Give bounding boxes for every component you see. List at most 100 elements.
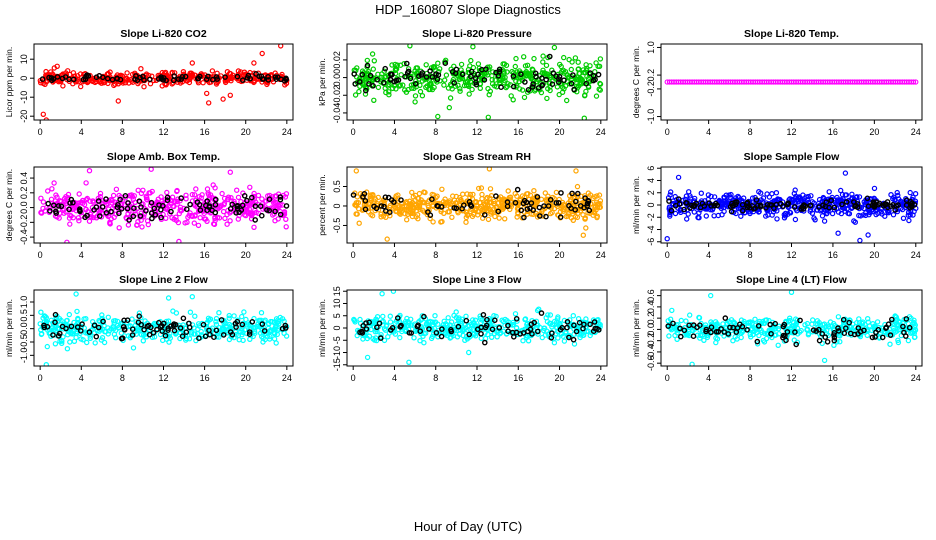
y-tick-label: 0.0: [19, 201, 29, 214]
data-point: [408, 206, 414, 213]
data-point: [421, 189, 427, 195]
data-point: [708, 319, 714, 325]
data-point: [577, 334, 583, 341]
data-point: [568, 66, 575, 73]
data-point: [116, 225, 122, 231]
x-tick-label: 12: [472, 250, 482, 260]
data-point-black: [701, 203, 708, 209]
data-point-black: [903, 202, 910, 208]
data-point-black: [281, 78, 288, 84]
data-point: [115, 98, 122, 104]
data-point: [559, 89, 566, 96]
data-point-black: [104, 75, 111, 82]
data-point-black: [793, 341, 800, 348]
data-point: [63, 193, 69, 200]
data-point: [427, 215, 433, 222]
x-axis-label: Hour of Day (UTC): [414, 519, 522, 534]
data-point: [696, 210, 702, 216]
data-point-black: [753, 197, 760, 203]
data-point: [363, 85, 369, 91]
data-point-black: [722, 315, 729, 321]
data-point-black: [363, 326, 370, 332]
data-point: [191, 220, 197, 226]
data-point-black: [252, 217, 258, 223]
data-point-black: [467, 201, 474, 208]
data-point: [390, 205, 396, 211]
data-point-black: [204, 198, 210, 204]
data-point: [207, 192, 214, 198]
data-point: [186, 212, 192, 218]
data-point: [445, 315, 451, 321]
data-point: [449, 86, 455, 92]
data-point: [553, 324, 560, 330]
data-point-black: [387, 76, 394, 83]
data-point-black: [570, 72, 576, 78]
data-point: [476, 185, 482, 192]
data-point: [551, 205, 558, 212]
data-point-black: [197, 207, 204, 213]
data-point: [57, 338, 63, 344]
data-point: [556, 196, 562, 203]
data-point-black: [566, 334, 572, 341]
data-point: [746, 319, 752, 325]
data-point: [773, 332, 779, 338]
data-point: [188, 212, 195, 219]
data-point: [52, 341, 59, 347]
data-point: [466, 349, 472, 356]
data-point-black: [843, 199, 850, 205]
data-point: [478, 335, 484, 342]
data-point: [51, 65, 58, 71]
data-point: [412, 99, 418, 105]
data-point: [446, 209, 452, 215]
data-point: [450, 76, 457, 83]
data-point: [66, 311, 73, 318]
data-point: [555, 335, 561, 341]
data-point: [105, 325, 111, 331]
data-point-black: [258, 212, 265, 219]
data-point-black: [822, 203, 829, 210]
data-point: [718, 199, 725, 205]
data-point-black: [213, 327, 220, 334]
data-point: [424, 322, 430, 328]
data-point-black: [543, 76, 550, 83]
data-point-black: [438, 333, 445, 340]
data-point-black: [52, 319, 58, 326]
data-point-black: [407, 75, 414, 82]
x-tick-label: 8: [433, 127, 438, 137]
data-point-black: [721, 329, 728, 335]
data-point-black: [768, 330, 774, 337]
data-point-black: [122, 192, 129, 199]
data-point: [224, 221, 230, 227]
data-point-black: [681, 206, 687, 213]
data-point-black: [187, 201, 193, 208]
data-point-black: [265, 74, 271, 80]
data-point: [856, 316, 862, 322]
data-point-black: [125, 200, 131, 206]
data-point: [74, 308, 80, 315]
data-point: [351, 316, 357, 323]
data-point: [64, 332, 71, 338]
y-tick-label: -10: [332, 346, 342, 359]
data-point-black: [404, 70, 411, 76]
data-point: [49, 186, 55, 192]
data-point: [519, 87, 526, 93]
data-point-black: [670, 320, 676, 327]
x-tick-label: 8: [748, 373, 753, 383]
data-point-black: [352, 81, 359, 87]
data-point: [475, 61, 482, 67]
data-point: [782, 213, 789, 219]
data-point-black: [91, 206, 97, 213]
data-point: [666, 333, 672, 339]
data-point-black: [711, 202, 718, 209]
data-point: [843, 192, 850, 198]
data-point-black: [95, 324, 102, 331]
data-point: [174, 188, 180, 195]
panel-title: Slope Sample Flow: [744, 151, 841, 163]
data-point: [83, 316, 89, 322]
data-point-black: [754, 338, 761, 345]
data-point: [887, 341, 893, 347]
data-point: [99, 312, 105, 318]
data-point-black: [99, 204, 106, 210]
x-tick-label: 0: [665, 373, 670, 383]
